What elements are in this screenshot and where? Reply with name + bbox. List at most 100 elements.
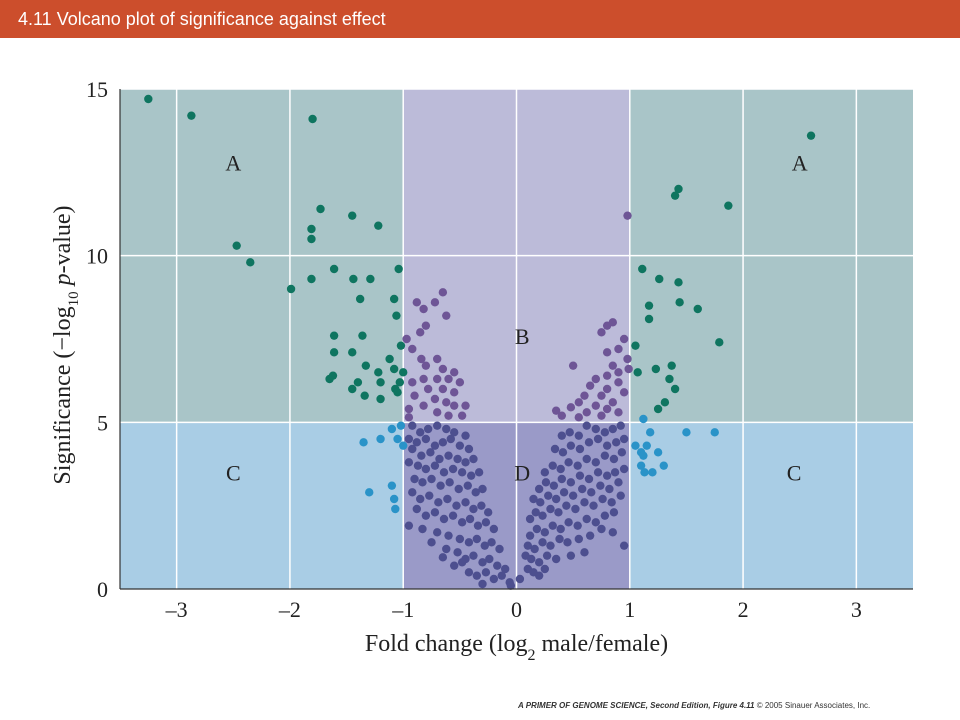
data-point-D: [605, 484, 614, 494]
data-point-B: [433, 374, 442, 384]
data-point-C: [639, 414, 648, 424]
data-point-D: [619, 434, 629, 444]
data-point-D: [538, 538, 547, 547]
data-point-D: [574, 431, 584, 440]
data-point-D: [404, 521, 414, 530]
data-point-B: [430, 298, 440, 307]
data-point-D: [531, 508, 540, 517]
data-point-B: [597, 328, 606, 337]
data-point-D: [556, 524, 565, 534]
data-point-D: [546, 541, 555, 550]
data-point-B: [457, 411, 467, 420]
data-point-D: [464, 538, 474, 547]
data-point-B: [602, 371, 612, 380]
data-point-D: [555, 534, 564, 544]
data-point-D: [439, 468, 449, 477]
data-point-A: [376, 378, 385, 387]
data-point-A: [396, 341, 406, 350]
data-point-A: [631, 341, 640, 350]
data-point-A: [329, 264, 339, 274]
credit-book: A PRIMER OF GENOME SCIENCE, Second Editi…: [518, 701, 755, 710]
data-point-D: [423, 424, 433, 434]
data-point-D: [477, 501, 486, 510]
data-point-D: [493, 561, 502, 570]
data-point-D: [481, 568, 491, 577]
data-point-D: [430, 461, 440, 470]
data-point-D: [408, 488, 417, 497]
data-point-B: [419, 304, 428, 314]
data-point-A: [374, 221, 383, 230]
data-point-A: [329, 331, 339, 340]
data-point-D: [454, 484, 463, 494]
data-point-D: [609, 454, 619, 464]
data-point-A: [374, 368, 383, 377]
data-point-D: [525, 531, 535, 540]
data-point-B: [614, 368, 623, 377]
data-point-A: [308, 114, 317, 124]
data-point-D: [457, 558, 467, 567]
data-point-D: [453, 548, 462, 557]
data-point-D: [421, 434, 431, 444]
x-tick-label: –3: [165, 597, 188, 622]
data-point-D: [443, 494, 452, 504]
region-label-C: C: [787, 461, 802, 486]
data-point-D: [578, 484, 587, 494]
data-point-C: [393, 434, 402, 444]
data-point-D: [554, 508, 563, 517]
data-point-D: [465, 514, 475, 524]
data-point-C: [389, 494, 399, 504]
data-point-D: [544, 491, 553, 500]
data-point-D: [525, 514, 535, 524]
data-point-D: [566, 478, 576, 487]
data-point-A: [393, 388, 402, 397]
data-point-D: [527, 554, 536, 564]
data-point-D: [530, 544, 539, 554]
data-point-D: [448, 511, 458, 520]
data-point-D: [593, 434, 603, 444]
data-point-A: [399, 368, 408, 377]
data-point-D: [619, 464, 629, 474]
data-point-D: [589, 501, 598, 510]
data-point-D: [540, 468, 550, 477]
data-point-D: [442, 544, 451, 554]
data-point-D: [404, 458, 414, 467]
data-point-B: [614, 378, 623, 387]
data-point-B: [568, 361, 578, 370]
data-point-A: [349, 274, 358, 284]
data-point-B: [444, 411, 453, 420]
data-point-D: [480, 541, 489, 550]
data-point-D: [597, 524, 606, 534]
data-point-A: [187, 111, 196, 120]
data-point-D: [574, 534, 584, 544]
data-point-D: [593, 468, 603, 477]
x-tick-label: 1: [624, 597, 635, 622]
data-point-A: [667, 361, 676, 370]
x-tick-label: –2: [278, 597, 301, 622]
data-point-B: [624, 364, 633, 374]
data-point-A: [665, 374, 674, 384]
data-point-B: [419, 401, 428, 410]
data-point-A: [674, 278, 683, 287]
data-point-D: [582, 454, 591, 464]
y-tick-label: 5: [97, 410, 108, 435]
data-point-D: [532, 524, 542, 534]
data-point-D: [464, 568, 474, 577]
data-point-D: [449, 428, 459, 437]
header-bar: 4.11 Volcano plot of significance agains…: [0, 0, 960, 38]
data-point-D: [427, 474, 436, 484]
data-point-D: [445, 478, 454, 487]
data-point-D: [430, 508, 440, 517]
data-point-D: [602, 471, 612, 480]
data-point-A: [724, 201, 733, 210]
data-point-D: [580, 548, 589, 557]
data-point-B: [438, 364, 448, 374]
x-tick-label: 3: [851, 597, 862, 622]
data-point-C: [391, 504, 400, 514]
data-point-D: [461, 431, 470, 440]
data-point-D: [616, 421, 625, 430]
data-point-D: [614, 478, 623, 487]
data-point-B: [597, 411, 606, 420]
data-point-D: [566, 551, 576, 560]
data-point-D: [564, 458, 573, 467]
